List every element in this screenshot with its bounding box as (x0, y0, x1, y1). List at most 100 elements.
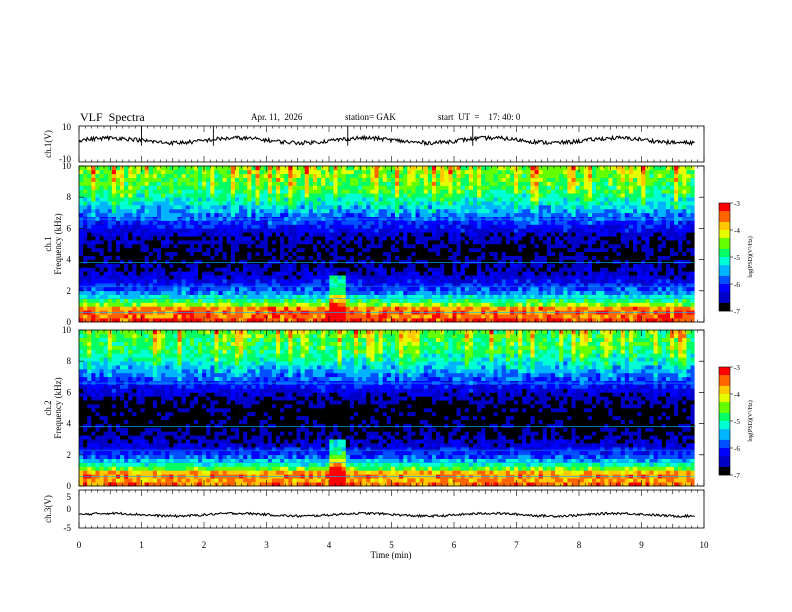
spectrogram-cell (124, 177, 129, 182)
spectrogram-cell (325, 318, 330, 323)
spectrogram-cell (152, 240, 158, 245)
spectrogram-cell (243, 236, 248, 241)
spectrogram-cell (267, 205, 273, 210)
spectrogram-cell (399, 279, 404, 284)
spectrogram-cell (107, 201, 113, 206)
spectrogram-cell (464, 255, 470, 260)
spectrogram-cell (362, 314, 367, 319)
spectrogram-cell (87, 306, 92, 311)
spectrogram-cell (234, 208, 240, 214)
spectrogram-cell (189, 166, 195, 171)
spectrogram-cell (177, 169, 182, 175)
spectrogram-cell (583, 294, 589, 299)
spectrogram-cell (87, 314, 92, 319)
spectrogram-cell (403, 294, 408, 299)
spectrogram-cell (583, 166, 589, 171)
spectrogram-cell (115, 208, 121, 214)
spectrogram-cell (534, 306, 539, 311)
spectrogram-cell (300, 205, 306, 210)
spectrogram-cell (234, 294, 240, 299)
spectrogram-cell (501, 302, 507, 307)
spectrogram-cell (124, 236, 129, 241)
spectrogram-cell (538, 177, 544, 182)
spectrogram-cell (234, 251, 240, 256)
spectrogram-cell (255, 314, 260, 319)
spectrogram-cell (337, 236, 342, 241)
spectrogram-cell (103, 259, 109, 264)
spectrogram-cell (509, 177, 515, 182)
spectrogram-cell (185, 185, 191, 190)
spectrogram-cell (169, 240, 174, 245)
spectrogram-cell (222, 314, 228, 319)
spectrogram-cell (526, 232, 531, 237)
spectrogram-cell (477, 232, 482, 237)
spectrogram-cell (390, 286, 396, 292)
spectrogram-cell (407, 189, 412, 194)
spectrogram-cell (210, 197, 215, 202)
spectrogram-cell (144, 205, 150, 210)
spectrogram-cell (111, 228, 117, 233)
spectrogram-cell (522, 302, 527, 307)
spectrogram-cell (431, 236, 437, 241)
spectrogram-cell (571, 259, 576, 264)
spectrogram-cell (575, 189, 580, 194)
spectrogram-cell (333, 169, 338, 175)
spectrogram-cell (91, 224, 96, 229)
spectrogram-cell (530, 177, 535, 182)
spectrogram-cell (206, 294, 211, 299)
spectrogram-cell (374, 255, 379, 260)
spectrogram-cell (210, 224, 215, 229)
spectrogram-cell (247, 286, 252, 292)
spectrogram-cell (456, 314, 461, 319)
spectrogram-cell (161, 275, 166, 280)
spectrogram-cell (485, 259, 490, 264)
spectrogram-cell (267, 228, 273, 233)
spectrogram-cell (325, 259, 330, 264)
spectrogram-cell (99, 286, 104, 292)
spectrogram-cell (173, 181, 178, 186)
spectrogram-cell (152, 271, 158, 276)
spectrogram-cell (481, 306, 486, 311)
spectrogram-cell (132, 283, 137, 288)
spectrogram-cell (115, 283, 121, 288)
spectrogram-cell (95, 298, 100, 303)
spectrogram-cell (185, 201, 191, 206)
spectrogram-cell (534, 294, 539, 299)
spectrogram-cell (571, 189, 576, 194)
spectrogram-cell (448, 177, 453, 182)
spectrogram-cell (308, 173, 314, 178)
spectrogram-cell (423, 208, 429, 214)
spectrogram-cell (115, 228, 121, 233)
spectrogram-cell (563, 185, 568, 190)
spectrogram-cell (530, 259, 535, 264)
spectrogram-cell (198, 267, 203, 272)
spectrogram-cell (165, 177, 170, 182)
spectrogram-cell (403, 205, 408, 210)
spectrogram-cell (349, 205, 355, 210)
spectrogram-cell (456, 271, 461, 276)
spectrogram-cell (456, 286, 461, 292)
spectrogram-cell (243, 286, 248, 292)
spectrogram-cell (255, 169, 260, 175)
spectrogram-cell (210, 208, 215, 214)
spectrogram-cell (473, 314, 478, 319)
spectrogram-cell (559, 212, 564, 217)
spectrogram-cell (128, 247, 133, 253)
spectrogram-cell (427, 251, 433, 256)
spectrogram-cell (284, 294, 289, 299)
spectrogram-cell (505, 205, 511, 210)
spectrogram-cell (464, 232, 470, 237)
spectrogram-cell (395, 201, 400, 206)
spectrogram-cell (103, 193, 109, 198)
spectrogram-cell (271, 177, 277, 182)
spectrogram-cell (349, 173, 355, 178)
spectrogram-cell (485, 169, 490, 175)
spectrogram-cell (579, 189, 585, 194)
spectrogram-cell (440, 271, 445, 276)
spectrogram-cell (522, 177, 527, 182)
spectrogram-cell (177, 166, 182, 171)
spectrogram-cell (362, 302, 367, 307)
spectrogram-cell (107, 314, 113, 319)
spectrogram-cell (271, 255, 277, 260)
